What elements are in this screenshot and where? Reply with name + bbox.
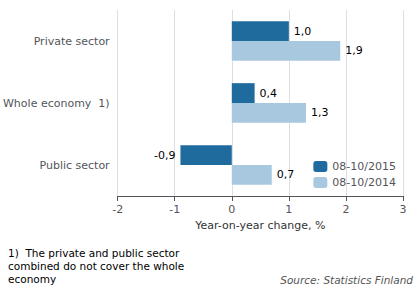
svg-text:Private sector: Private sector xyxy=(34,35,110,48)
svg-text:08-10/2014: 08-10/2014 xyxy=(332,176,396,189)
svg-text:-0,9: -0,9 xyxy=(154,149,175,162)
svg-text:1,3: 1,3 xyxy=(311,106,329,119)
svg-text:combined do not cover the whol: combined do not cover the whole xyxy=(8,260,184,272)
svg-text:0: 0 xyxy=(228,203,235,216)
svg-text:3: 3 xyxy=(400,203,407,216)
svg-text:1: 1 xyxy=(285,203,292,216)
svg-text:0,4: 0,4 xyxy=(260,87,278,100)
svg-text:Year-on-year change, %: Year-on-year change, % xyxy=(194,219,325,232)
svg-text:1,9: 1,9 xyxy=(345,44,363,57)
svg-text:0,7: 0,7 xyxy=(277,168,295,181)
svg-text:Whole economy 1): Whole economy 1) xyxy=(3,97,110,110)
svg-text:Public sector: Public sector xyxy=(39,159,110,172)
svg-text:-1: -1 xyxy=(169,203,180,216)
svg-text:economy: economy xyxy=(8,273,56,285)
svg-text:2: 2 xyxy=(342,203,349,216)
svg-text:1) The private and public sec: 1) The private and public sector xyxy=(8,247,180,259)
svg-text:-2: -2 xyxy=(112,203,123,216)
svg-text:08-10/2015: 08-10/2015 xyxy=(332,160,396,173)
svg-text:Source: Statistics Finland: Source: Statistics Finland xyxy=(280,274,413,286)
svg-text:1,0: 1,0 xyxy=(294,25,312,38)
